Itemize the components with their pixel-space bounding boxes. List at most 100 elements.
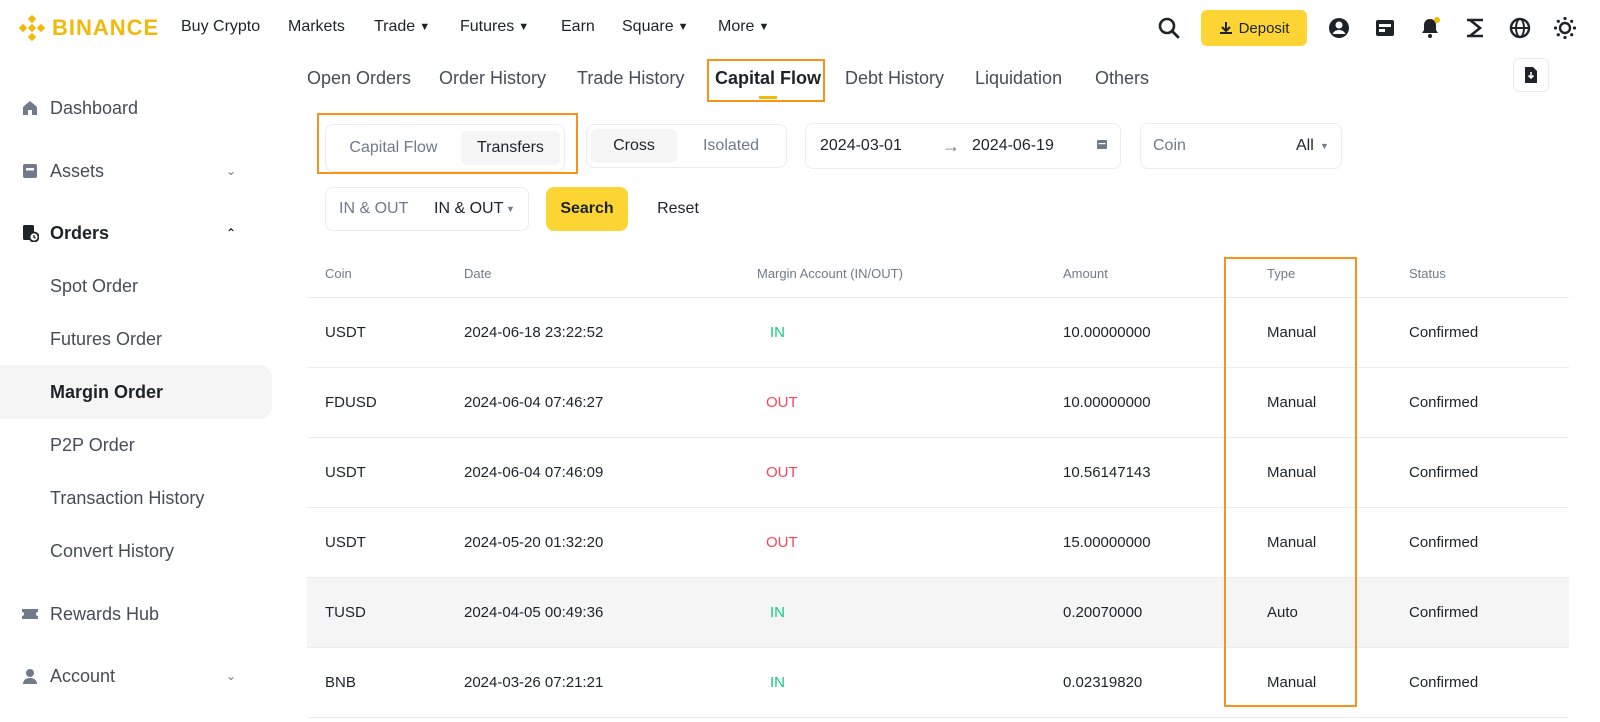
cell-direction: IN	[770, 604, 785, 621]
user-icon[interactable]	[1327, 16, 1351, 40]
reset-button[interactable]: Reset	[657, 200, 699, 217]
cell-amount: 10.56147143	[1063, 464, 1151, 481]
sidebar-item-dashboard[interactable]: Dashboard	[0, 82, 272, 134]
cell-coin: BNB	[325, 674, 356, 691]
nav-square[interactable]: Square ▼	[622, 18, 688, 36]
sidebar-item-label: Account	[50, 665, 116, 686]
flow-option-transfers[interactable]: Transfers	[460, 131, 560, 165]
table-header-divider	[307, 297, 1569, 298]
chevron-down-icon: ▼	[518, 21, 530, 33]
cell-amount: 0.02319820	[1063, 674, 1143, 691]
cell-direction: IN	[770, 324, 785, 341]
caret-down-icon: ▼	[506, 204, 515, 214]
margin-option-isolated[interactable]: Isolated	[702, 137, 760, 154]
nav-buy-crypto[interactable]: Buy Crypto	[181, 18, 260, 36]
cell-coin: FDUSD	[325, 394, 377, 411]
sidebar-item-convert-history[interactable]: Convert History	[50, 540, 175, 561]
column-header-margin-account: Margin Account (IN/OUT)	[757, 266, 903, 281]
tab-others[interactable]: Others	[1095, 68, 1150, 88]
cell-type: Manual	[1267, 464, 1317, 481]
chevron-down-icon: ⌄	[226, 669, 237, 683]
sidebar-item-spot-order[interactable]: Spot Order	[50, 275, 139, 296]
chevron-down-icon: ⌄	[226, 164, 237, 178]
wallet-icon	[20, 161, 40, 181]
column-header-coin: Coin	[325, 266, 352, 281]
deposit-button[interactable]: Deposit	[1201, 10, 1307, 46]
coin-select[interactable]: Coin All ▼	[1140, 123, 1342, 169]
flow-option-capital-flow[interactable]: Capital Flow	[349, 139, 438, 156]
nav-earn[interactable]: Earn	[561, 18, 595, 36]
nav-label: Earn	[561, 18, 595, 35]
nav-more[interactable]: More ▼	[718, 18, 769, 36]
cell-type: Manual	[1267, 674, 1317, 691]
tab-liquidation[interactable]: Liquidation	[975, 68, 1063, 88]
margin-type-toggle: Cross Isolated	[586, 124, 787, 168]
cell-coin: USDT	[325, 534, 366, 551]
nav-futures[interactable]: Futures ▼	[460, 18, 529, 36]
cell-date: 2024-06-04 07:46:09	[464, 464, 604, 481]
chevron-up-icon: ⌃	[226, 226, 237, 240]
tab-order-history[interactable]: Order History	[439, 68, 547, 88]
tab-debt-history[interactable]: Debt History	[845, 68, 945, 88]
table-row: TUSD 2024-04-05 00:49:36 IN 0.20070000 A…	[307, 578, 1569, 648]
search-icon[interactable]	[1157, 16, 1181, 40]
sidebar-item-orders[interactable]: Orders ⌃	[0, 207, 272, 259]
direction-select[interactable]: IN & OUT IN & OUT ▼	[325, 187, 529, 231]
ticket-icon	[20, 604, 40, 624]
cell-status: Confirmed	[1409, 394, 1479, 411]
brand-name: BINANCE	[52, 15, 160, 40]
sidebar-item-p2p-order[interactable]: P2P Order	[50, 434, 135, 455]
tab-trade-history[interactable]: Trade History	[577, 68, 685, 88]
sidebar-item-label: Dashboard	[50, 97, 139, 118]
nav-label: Trade	[374, 18, 416, 35]
sidebar-item-margin-order[interactable]: Margin Order	[0, 365, 272, 419]
cell-type: Manual	[1267, 394, 1317, 411]
deposit-label: Deposit	[1238, 19, 1290, 37]
table-row: USDT 2024-05-20 01:32:20 OUT 15.00000000…	[307, 508, 1569, 578]
person-icon	[20, 666, 40, 686]
nav-label: Buy Crypto	[181, 18, 261, 35]
nav-label: Markets	[288, 18, 345, 35]
cell-amount: 10.00000000	[1063, 394, 1151, 411]
binance-logo-icon	[18, 14, 46, 42]
flow-type-toggle: Capital Flow Transfers	[325, 124, 565, 172]
sidebar-item-transaction-history[interactable]: Transaction History	[50, 487, 205, 508]
direction-select-label: IN & OUT	[339, 200, 409, 217]
column-header-type: Type	[1267, 266, 1296, 281]
date-range-picker[interactable]: 2024-03-01 → 2024-06-19	[805, 123, 1121, 169]
cell-status: Confirmed	[1409, 324, 1479, 341]
globe-icon[interactable]	[1508, 16, 1532, 40]
export-button[interactable]	[1513, 58, 1549, 92]
binance-logo[interactable]: BINANCE	[18, 14, 159, 42]
sidebar-item-rewards-hub[interactable]: Rewards Hub	[0, 588, 272, 640]
column-header-amount: Amount	[1063, 266, 1108, 281]
cell-coin: TUSD	[325, 604, 366, 621]
sidebar-item-assets[interactable]: Assets ⌄	[0, 145, 272, 197]
cell-status: Confirmed	[1409, 604, 1479, 621]
calendar-icon	[1096, 137, 1108, 155]
date-from: 2024-03-01	[820, 137, 902, 154]
margin-option-cross[interactable]: Cross	[591, 129, 677, 163]
bell-icon[interactable]	[1418, 16, 1442, 40]
nav-trade[interactable]: Trade ▼	[374, 18, 430, 36]
table-row: FDUSD 2024-06-04 07:46:27 OUT 10.0000000…	[307, 368, 1569, 438]
tab-capital-flow[interactable]: Capital Flow	[715, 68, 822, 88]
date-to: 2024-06-19	[972, 137, 1054, 154]
cell-type: Auto	[1267, 604, 1298, 621]
column-header-date: Date	[464, 266, 492, 281]
theme-icon[interactable]	[1553, 16, 1577, 40]
sidebar-item-futures-order[interactable]: Futures Order	[50, 328, 163, 349]
nav-markets[interactable]: Markets	[288, 18, 345, 36]
search-button[interactable]: Search	[546, 187, 628, 231]
sidebar-item-account[interactable]: Account ⌄	[0, 650, 272, 702]
nav-label: Square	[622, 18, 674, 35]
tab-open-orders[interactable]: Open Orders	[307, 68, 412, 88]
wallet-icon[interactable]	[1373, 16, 1397, 40]
cell-amount: 10.00000000	[1063, 324, 1151, 341]
coin-select-label: Coin	[1153, 137, 1186, 154]
cell-direction: OUT	[766, 394, 798, 411]
download-app-icon[interactable]	[1463, 16, 1487, 40]
sidebar-item-label: Rewards Hub	[50, 603, 160, 624]
table-row: USDT 2024-06-04 07:46:09 OUT 10.56147143…	[307, 438, 1569, 508]
cell-direction: IN	[770, 674, 785, 691]
